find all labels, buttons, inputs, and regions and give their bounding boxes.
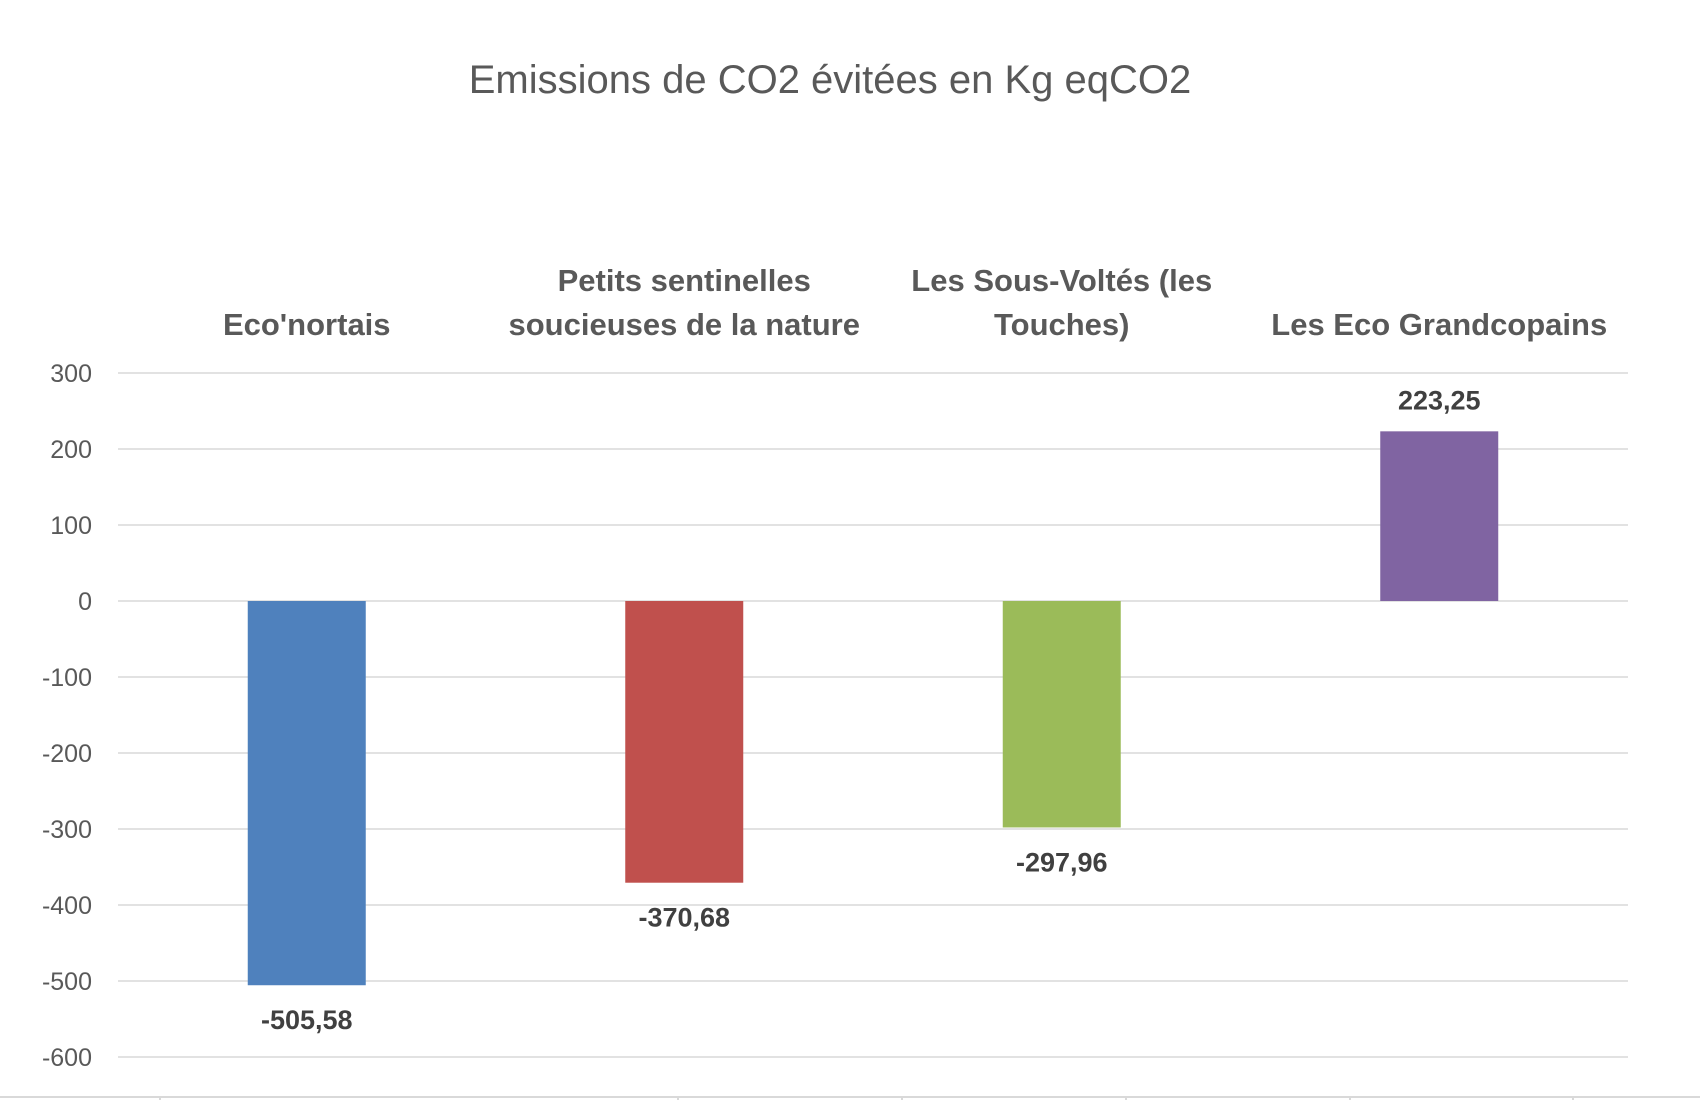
category-labels: Eco'nortais Petits sentinelles soucieuses … xyxy=(223,263,1607,342)
y-tick-label: -300 xyxy=(42,816,92,844)
y-tick-label: 100 xyxy=(50,512,92,540)
y-tick-label: -500 xyxy=(42,968,92,996)
data-label: -505,58 xyxy=(261,1005,353,1035)
y-tick-label: 300 xyxy=(50,360,92,388)
bars xyxy=(247,431,1499,986)
bar xyxy=(1380,431,1499,601)
data-label: -370,68 xyxy=(638,903,730,933)
chart-title: Emissions de CO2 évitées en Kg eqCO2 xyxy=(469,58,1192,102)
data-label: 223,25 xyxy=(1398,385,1481,415)
y-tick-label: 0 xyxy=(78,588,92,616)
y-tick-label: -200 xyxy=(42,740,92,768)
category-label: Eco'nortais xyxy=(223,307,391,342)
y-tick-label: -100 xyxy=(42,664,92,692)
bar xyxy=(1002,601,1121,828)
bar xyxy=(625,601,744,883)
data-labels: -505,58 -370,68 -297,96 223,25 xyxy=(261,385,1481,1035)
category-label: Petits sentinelles soucieuses de la natur… xyxy=(509,263,860,342)
y-tick-label: 200 xyxy=(50,436,92,464)
bar xyxy=(247,601,366,986)
category-label: Les Eco Grandcopains xyxy=(1271,307,1607,342)
category-label: Les Sous-Voltés (les Touches) xyxy=(911,263,1212,342)
y-tick-label: -400 xyxy=(42,892,92,920)
y-axis-tick-labels: 300 200 100 0 -100 -200 -300 -400 -500 -600 xyxy=(42,360,92,1072)
data-label: -297,96 xyxy=(1016,847,1108,877)
y-tick-label: -600 xyxy=(42,1044,92,1072)
gridlines xyxy=(118,372,1628,1058)
